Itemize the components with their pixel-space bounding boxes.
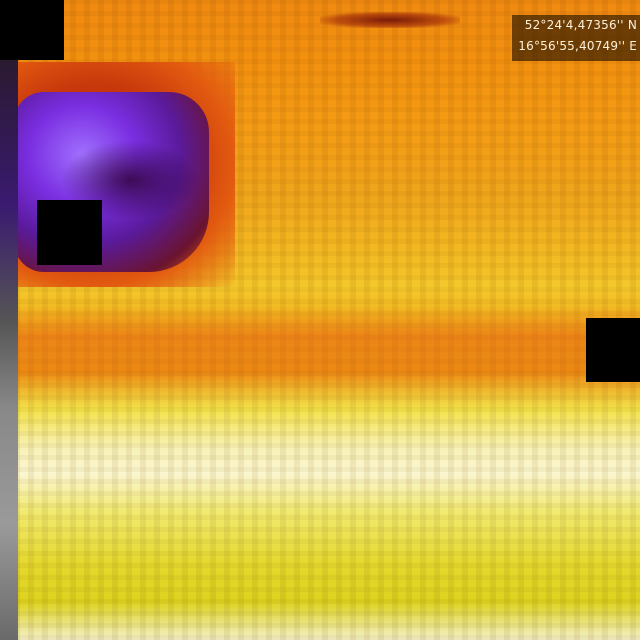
left-edge-strip [0,60,18,640]
warm-horizontal-band [0,305,640,385]
gps-coordinates-overlay: 52°24'4,47356'' N 16°56'55,40749'' E [512,15,640,61]
red-ridge-feature [320,12,460,28]
latitude-readout: 52°24'4,47356'' N [524,18,637,32]
redaction-box-object [37,200,102,265]
redaction-box-top-left [0,0,64,60]
redaction-box-right [586,318,640,382]
longitude-readout: 16°56'55,40749'' E [518,39,637,53]
